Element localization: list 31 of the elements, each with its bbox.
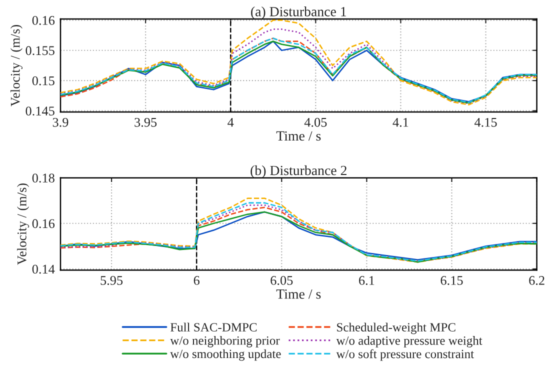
y-axis-title: Velocity / (m/s) [17,183,30,265]
x-tick-label: 6.15 [440,276,463,285]
y-axis-title: Velocity / (m/s) [10,25,22,106]
x-tick-label: 6.1 [359,276,374,285]
y-tick-label: 0.15 [32,76,54,86]
y-tick-label: 0.14 [32,264,55,274]
x-axis-title: Time / s [276,289,321,299]
x-tick-label: 5.95 [100,276,123,285]
x-axis-title: Time / s [276,131,321,141]
legend-label: w/o smoothing update [170,349,281,361]
x-tick-label: 6.2 [529,276,544,285]
chart-title: (a) Disturbance 1 [251,6,346,20]
legend-label: Full SAC-DMPC [170,322,257,332]
x-tick-label: 3.9 [52,118,68,127]
x-tick-label: 4 [228,118,234,127]
chart-title: (b) Disturbance 2 [250,165,346,178]
y-tick-label: 0.155 [26,46,54,56]
legend-label: Scheduled-weight MPC [337,322,456,334]
y-tick-label: 0.16 [32,16,55,25]
x-tick-label: 3.95 [134,118,157,127]
x-tick-label: 6.05 [270,276,293,285]
x-tick-label: 4.05 [304,118,327,127]
x-tick-label: 4.1 [392,118,408,127]
y-tick-label: 0.16 [32,219,55,228]
x-tick-label: 6 [194,276,200,285]
x-tick-label: 4.15 [474,118,497,127]
y-tick-label: 0.145 [26,106,54,116]
legend-label: w/o neighboring prior [170,336,280,348]
legend-label: w/o soft pressure constraint [336,349,474,361]
legend-label: w/o adaptive pressure weight [336,336,482,348]
y-tick-label: 0.18 [32,174,54,183]
